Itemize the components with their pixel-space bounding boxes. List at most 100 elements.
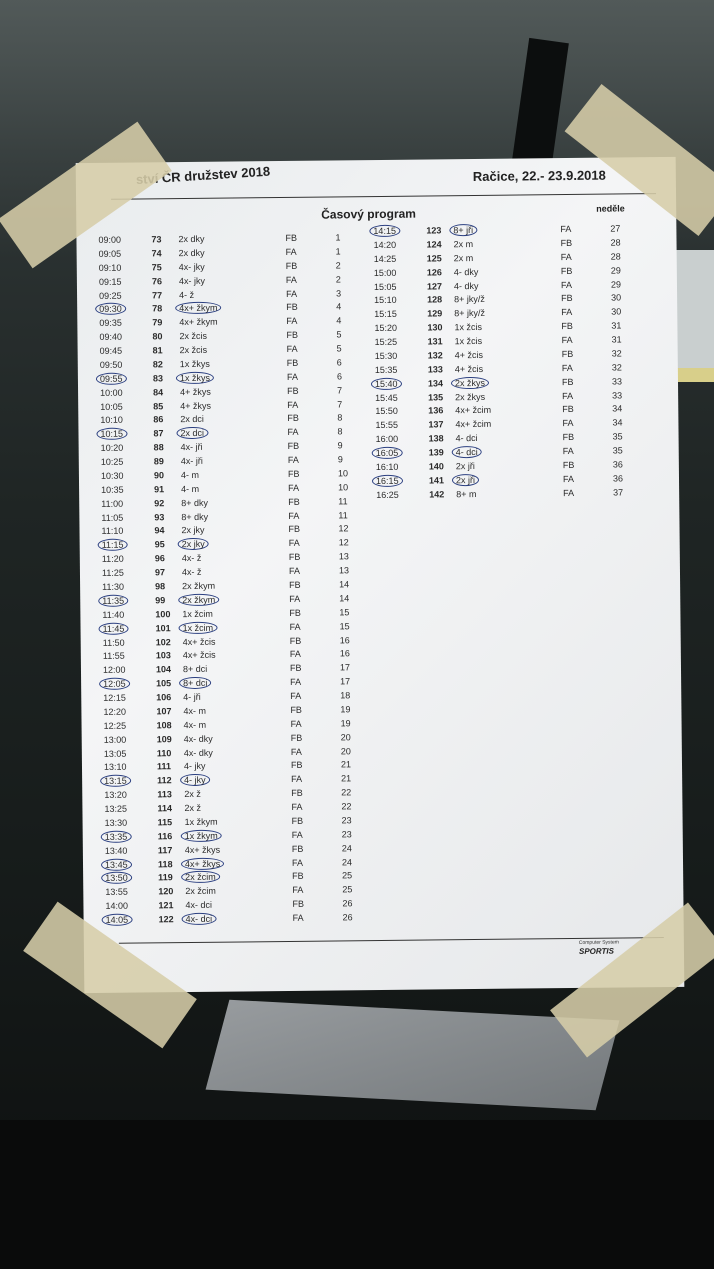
- cell-event: 4x- ž: [181, 566, 202, 578]
- cell-order: 8: [337, 412, 343, 423]
- cell-final: FB: [561, 321, 573, 332]
- cell-event: 2x žcim: [181, 871, 220, 884]
- cell-num: 141: [428, 475, 445, 486]
- cell-final: FB: [286, 302, 298, 313]
- cell-num: 139: [428, 447, 444, 458]
- cell-num: 118: [157, 858, 173, 869]
- cell-time: 10:00: [100, 387, 123, 398]
- cell-event: 2x žkys: [455, 391, 486, 402]
- cell-event: 4x+ žcim: [455, 405, 492, 416]
- cell-num: 122: [158, 914, 174, 925]
- cell-order: 29: [610, 265, 621, 276]
- cell-event: 4x- jky: [178, 275, 205, 286]
- cell-num: 140: [428, 461, 444, 472]
- cell-num: 119: [158, 872, 173, 883]
- cell-final: FB: [290, 704, 302, 715]
- cell-final: FB: [285, 260, 298, 271]
- cell-time: 15:20: [374, 322, 397, 334]
- cell-event: 1x žcim: [178, 621, 218, 634]
- cell-order: 26: [342, 898, 353, 909]
- cell-num: 87: [153, 428, 164, 439]
- dashboard: [0, 1120, 714, 1269]
- cell-final: FA: [286, 343, 298, 354]
- cell-final: FA: [287, 427, 299, 438]
- cell-order: 25: [342, 870, 353, 881]
- cell-time: 11:05: [101, 512, 124, 523]
- cell-order: 10: [337, 468, 349, 479]
- cell-num: 106: [156, 692, 172, 703]
- cell-event: 1x žcis: [454, 335, 483, 347]
- cell-order: 5: [336, 343, 342, 354]
- cell-time: 11:30: [102, 581, 125, 592]
- cell-num: 86: [153, 414, 164, 425]
- cell-event: 1x žkym: [180, 829, 222, 842]
- cell-final: FA: [562, 418, 574, 429]
- cell-time: 15:25: [374, 336, 398, 348]
- cell-order: 16: [339, 648, 350, 659]
- cell-final: FA: [289, 649, 301, 660]
- cell-final: FB: [287, 385, 299, 396]
- cell-event: 2x žkym: [178, 593, 220, 606]
- cell-final: FB: [290, 760, 303, 771]
- cell-order: 13: [338, 565, 350, 576]
- cell-event: 4- m: [180, 469, 199, 481]
- cell-time: 16:00: [375, 433, 399, 445]
- cell-num: 131: [427, 336, 443, 347]
- cell-order: 12: [338, 537, 349, 548]
- cell-final: FA: [291, 829, 303, 840]
- cell-order: 36: [612, 473, 624, 484]
- cell-num: 127: [426, 280, 443, 292]
- cell-order: 9: [337, 440, 343, 451]
- cell-time: 12:25: [103, 720, 127, 731]
- cell-event: 1x žcim: [182, 608, 213, 619]
- cell-num: 94: [154, 525, 165, 536]
- cell-order: 9: [337, 454, 343, 465]
- cell-time: 10:10: [100, 415, 123, 426]
- cell-num: 126: [426, 266, 442, 278]
- cell-event: 2x jky: [177, 538, 209, 551]
- cell-event: 4- m: [181, 483, 200, 494]
- cell-order: 10: [338, 482, 349, 493]
- cell-event: 2x žcis: [179, 330, 208, 342]
- cell-final: FB: [289, 635, 302, 646]
- cell-num: 89: [153, 456, 164, 467]
- cell-event: 4x+ žkym: [175, 302, 222, 315]
- cell-event: 4- dky: [453, 266, 479, 277]
- cell-order: 2: [335, 260, 341, 271]
- cell-time: 15:40: [370, 377, 402, 390]
- cell-order: 37: [613, 487, 624, 498]
- cell-order: 26: [342, 912, 353, 923]
- cell-order: 5: [336, 329, 342, 340]
- schedule-sheet: ství ČR družstev 2018 Račice, 22.- 23.9.…: [75, 156, 685, 994]
- cell-time: 16:10: [375, 461, 399, 472]
- cell-final: FA: [291, 774, 303, 785]
- cell-event: 2x m: [453, 252, 474, 263]
- cell-event: 8+ dky: [181, 497, 209, 508]
- cell-final: FB: [288, 524, 301, 535]
- cell-num: 125: [426, 253, 442, 264]
- cell-time: 11:35: [98, 594, 129, 607]
- cell-time: 09:55: [95, 372, 127, 385]
- cell-final: FB: [288, 552, 301, 563]
- cell-event: 2x dci: [176, 427, 209, 440]
- cell-order: 2: [335, 274, 341, 285]
- cell-num: 77: [152, 289, 163, 300]
- cell-order: 28: [610, 237, 621, 248]
- cell-order: 8: [337, 426, 343, 437]
- cell-final: FA: [292, 885, 304, 896]
- cell-final: FA: [288, 538, 300, 549]
- cell-num: 88: [153, 442, 164, 453]
- cell-event: 4x+ žkym: [179, 316, 218, 328]
- cell-time: 13:40: [104, 845, 128, 856]
- cell-time: 09:00: [98, 234, 122, 245]
- cell-num: 111: [156, 761, 172, 772]
- cell-time: 11:45: [98, 622, 129, 635]
- cell-order: 17: [340, 676, 351, 687]
- cell-order: 33: [612, 390, 623, 401]
- cell-final: FA: [290, 718, 302, 729]
- cell-order: 7: [337, 385, 343, 396]
- cell-num: 93: [154, 511, 165, 522]
- cell-event: 1x žcis: [454, 322, 482, 333]
- cell-time: 11:20: [101, 553, 124, 565]
- cell-final: FA: [290, 746, 302, 757]
